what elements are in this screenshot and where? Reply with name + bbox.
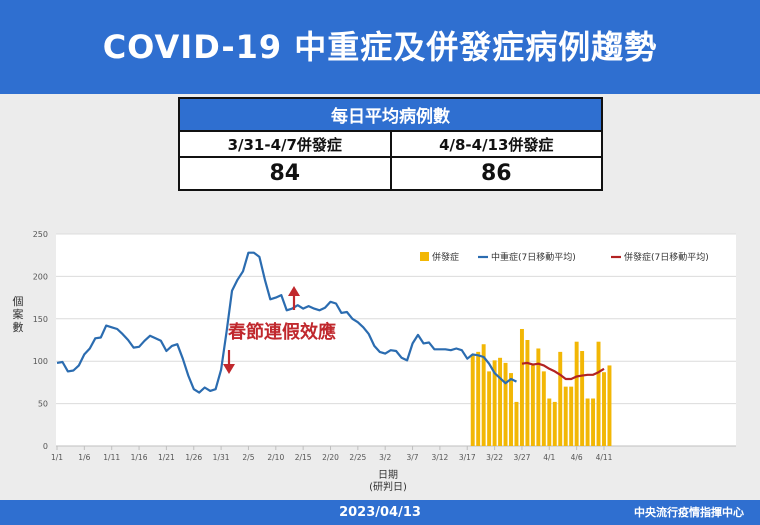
x-tick-label: 3/7: [407, 453, 419, 462]
x-tick-label: 1/31: [213, 453, 230, 462]
annotation-arrow-up-head: [288, 286, 300, 296]
bar: [607, 365, 612, 446]
x-tick-label: 2/25: [349, 453, 366, 462]
bar: [509, 373, 513, 446]
legend-swatch-bar: [420, 252, 429, 261]
x-tick-label: 3/12: [431, 453, 448, 462]
x-tick-label: 1/6: [78, 453, 90, 462]
y-tick-label: 200: [33, 272, 48, 281]
trend-chart: 0 50 100 150 200 250 1/1 1/6 1/11 1/16 1/21 1/26 1/3…: [13, 230, 736, 493]
plot-area: [56, 234, 736, 446]
x-tick-label: 4/1: [543, 453, 555, 462]
y-axis-label: 個案數: [13, 295, 24, 334]
x-tick-label: 1/1: [51, 453, 63, 462]
x-tick-label: 3/2: [379, 453, 391, 462]
x-tick-label: 1/11: [103, 453, 120, 462]
bar: [492, 360, 497, 446]
x-tick-label: 3/27: [514, 453, 531, 462]
bar: [547, 398, 552, 446]
summary-header: 每日平均病例數: [178, 97, 603, 132]
bar: [591, 398, 596, 446]
bar: [602, 372, 606, 446]
x-tick-label: 2/10: [267, 453, 284, 462]
series-line: [56, 251, 517, 394]
series-line: [521, 361, 605, 381]
footer-bar: 2023/04/13 中央流行疫情指揮中心: [0, 500, 760, 525]
bar: [563, 386, 568, 446]
bar: [558, 351, 563, 446]
annotation-arrow-down-head: [223, 364, 235, 374]
x-tick-label: 2/15: [295, 453, 312, 462]
y-tick-label: 150: [33, 315, 48, 324]
bar: [530, 365, 535, 446]
y-tick-label: 100: [33, 357, 48, 366]
bar: [541, 371, 546, 446]
x-tick-label: 2/5: [242, 453, 254, 462]
bar: [552, 401, 557, 446]
x-tick-label: 3/22: [486, 453, 503, 462]
x-tick-label: 4/11: [596, 453, 613, 462]
bar: [580, 351, 585, 446]
bar: [514, 401, 519, 446]
footer-org: 中央流行疫情指揮中心: [634, 506, 744, 519]
y-tick-label: 0: [43, 442, 48, 451]
period-value-1: 84: [178, 156, 392, 191]
period-label-2: 4/8-4/13併發症: [389, 130, 603, 158]
bar: [498, 357, 503, 446]
bar: [487, 371, 492, 446]
legend-label: 併發症: [432, 251, 459, 263]
x-tick-label: 3/17: [459, 453, 476, 462]
period-value-2: 86: [389, 156, 603, 191]
x-tick-label: 2/20: [322, 453, 339, 462]
bar: [519, 328, 524, 446]
y-tick-label: 50: [38, 400, 48, 409]
bar: [503, 362, 508, 446]
x-tick-label: 1/21: [158, 453, 175, 462]
bar: [476, 351, 481, 446]
footer-date: 2023/04/13: [339, 505, 421, 520]
bar: [585, 398, 590, 446]
legend-label: 併發症(7日移動平均): [624, 251, 709, 263]
annotation-text: 春節連假效應: [228, 321, 336, 343]
x-tick-label: 1/26: [185, 453, 202, 462]
bar: [596, 341, 601, 446]
x-tick-label: 1/16: [131, 453, 148, 462]
title-bar: COVID-19 中重症及併發症病例趨勢: [0, 0, 760, 94]
period-label-1: 3/31-4/7併發症: [178, 130, 392, 158]
bar: [574, 341, 579, 446]
bar: [569, 386, 574, 446]
bar: [470, 354, 475, 446]
y-tick-label: 250: [33, 230, 48, 239]
page-title: COVID-19 中重症及併發症病例趨勢: [102, 28, 658, 66]
legend-label: 中重症(7日移動平均): [491, 251, 576, 263]
bar: [525, 340, 530, 446]
x-axis-label: 日期(研判日): [369, 469, 407, 493]
summary-table: 每日平均病例數 3/31-4/7併發症 4/8-4/13併發症 84 86: [178, 97, 603, 191]
x-tick-label: 4/6: [571, 453, 583, 462]
bar: [536, 348, 541, 446]
bar: [481, 344, 486, 446]
